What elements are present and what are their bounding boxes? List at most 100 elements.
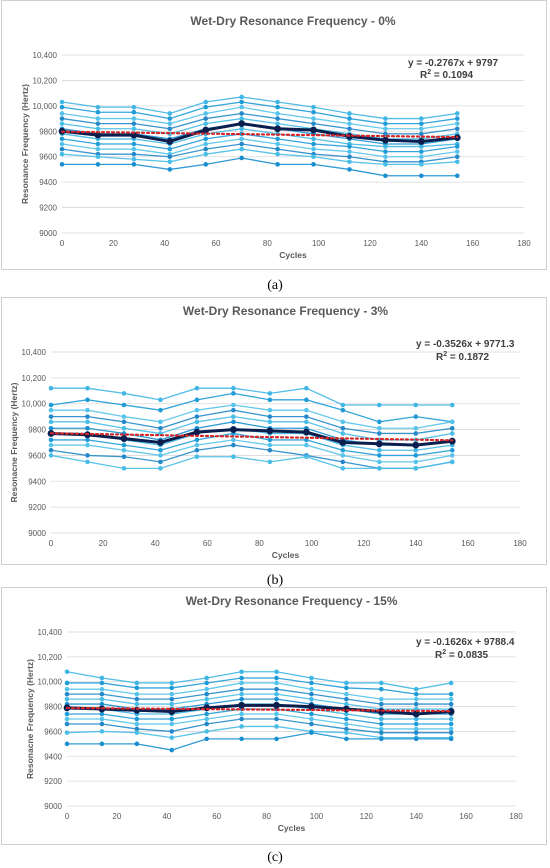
data-point — [413, 402, 419, 408]
data-point — [419, 131, 424, 137]
series-line — [61, 143, 458, 163]
data-point — [239, 669, 244, 675]
data-point — [203, 111, 209, 116]
data-point — [239, 136, 244, 142]
data-point — [99, 741, 105, 747]
data-point — [413, 447, 419, 453]
data-point — [134, 691, 140, 697]
series-line — [51, 409, 453, 435]
data-point — [239, 155, 244, 161]
data-point — [64, 711, 70, 717]
data-point — [59, 151, 65, 157]
data-point — [309, 721, 314, 727]
data-point — [131, 146, 137, 152]
data-point — [304, 419, 309, 425]
y-tick-label: 9400 — [28, 477, 46, 486]
data-point — [275, 104, 280, 110]
data-point — [99, 675, 105, 681]
data-point — [304, 414, 309, 419]
data-point — [449, 453, 455, 458]
y-tick-label: 9800 — [44, 703, 62, 712]
data-point — [203, 146, 209, 152]
data-point — [377, 419, 382, 425]
data-point — [449, 447, 455, 453]
data-point — [413, 691, 419, 697]
data-point — [121, 466, 127, 471]
data-point — [203, 116, 209, 121]
data-point — [304, 442, 309, 448]
data-point — [121, 442, 127, 448]
mean-point — [193, 428, 201, 436]
x-tick-label: 180 — [517, 239, 531, 248]
data-point — [169, 680, 175, 686]
data-point — [194, 397, 200, 403]
data-point — [169, 701, 175, 707]
series-line — [67, 677, 452, 695]
data-point — [449, 402, 455, 408]
x-tick-label: 20 — [112, 812, 121, 821]
data-point — [413, 716, 419, 722]
data-point — [231, 442, 236, 448]
series-line — [66, 725, 452, 739]
y-tick-label: 9000 — [44, 802, 62, 811]
data-point — [99, 691, 105, 697]
data-point — [121, 447, 127, 453]
data-point — [231, 385, 236, 391]
data-point — [379, 730, 384, 735]
data-point — [134, 730, 140, 735]
trend-equation: y = -0.2767x + 9797 — [408, 58, 499, 69]
data-point — [340, 402, 346, 408]
x-tick-label: 60 — [212, 812, 221, 821]
data-point — [95, 154, 101, 160]
data-point — [167, 146, 173, 152]
data-point — [309, 711, 314, 717]
data-point — [454, 144, 460, 149]
data-point — [59, 136, 65, 142]
data-point — [239, 111, 244, 116]
data-point — [194, 454, 200, 460]
data-point — [167, 126, 173, 132]
data-point — [309, 696, 314, 702]
x-tick-label: 40 — [160, 239, 169, 248]
data-point — [347, 126, 352, 132]
x-tick-label: 40 — [151, 539, 160, 548]
y-tick-label: 10,000 — [33, 102, 58, 111]
series-line — [61, 96, 458, 120]
data-point — [134, 721, 140, 727]
data-point — [158, 407, 163, 413]
data-point — [377, 447, 382, 453]
data-point — [239, 104, 244, 110]
data-point — [344, 696, 349, 702]
data-point — [413, 730, 419, 735]
data-point — [167, 116, 173, 121]
data-point — [203, 104, 209, 110]
data-point — [448, 726, 454, 732]
data-point — [413, 466, 419, 471]
mean-point — [447, 708, 455, 715]
data-point — [48, 402, 54, 408]
data-point — [48, 453, 54, 458]
data-point — [344, 736, 349, 742]
y-tick-label: 9400 — [39, 178, 57, 187]
r-squared-label: R2 = 0.1872 — [436, 351, 490, 363]
x-tick-label: 20 — [99, 539, 108, 548]
data-point — [449, 419, 455, 425]
x-tick-label: 0 — [60, 239, 65, 248]
data-point — [95, 104, 101, 110]
data-point — [48, 407, 54, 413]
data-point — [95, 109, 101, 115]
data-point — [239, 686, 244, 692]
data-point — [377, 466, 382, 471]
data-point — [413, 726, 419, 732]
data-point — [239, 675, 244, 681]
data-point — [48, 425, 54, 431]
mean-point — [273, 701, 280, 709]
x-tick-label: 60 — [212, 239, 221, 248]
data-point — [344, 711, 349, 717]
data-point — [413, 453, 419, 458]
data-point — [85, 385, 90, 391]
x-tick-label: 80 — [262, 812, 271, 821]
data-point — [347, 111, 352, 116]
series-line — [67, 682, 452, 700]
data-point — [169, 735, 175, 740]
